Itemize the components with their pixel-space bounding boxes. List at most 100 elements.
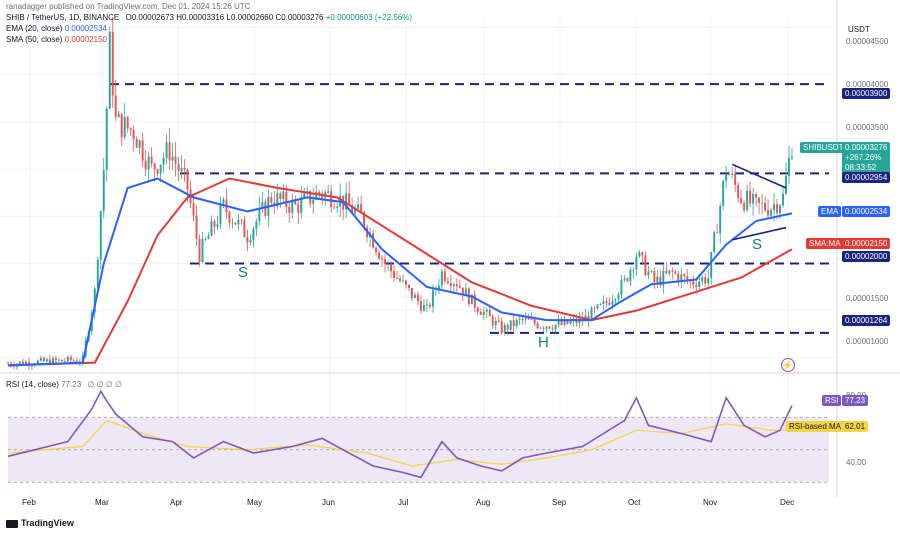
candle-body — [291, 200, 294, 213]
candle-body — [701, 277, 704, 282]
candle-body — [452, 284, 455, 287]
candle-body — [590, 307, 593, 321]
price-tick: 0.00001000 — [846, 337, 889, 346]
symbol-title[interactable]: SHIB / TetherUS, 1D, BINANCE — [6, 13, 120, 22]
close-value: 0.00003276 — [281, 13, 324, 22]
candle-body — [198, 238, 201, 262]
low-value: 0.00002660 — [230, 13, 274, 22]
candle-body — [297, 204, 300, 214]
level-badge-2954: 0.00002954 — [842, 172, 891, 183]
time-axis-label: Jun — [322, 498, 335, 507]
candle-body — [515, 319, 518, 327]
candle-body — [120, 113, 123, 138]
candle-body — [102, 170, 105, 212]
candle-body — [605, 301, 608, 303]
candle-body — [351, 205, 354, 214]
candle-body — [312, 199, 315, 204]
candle-body — [204, 238, 207, 240]
candle-body — [488, 309, 491, 317]
candle-body — [114, 95, 117, 118]
candle-body — [542, 327, 545, 329]
candle-body — [69, 356, 72, 361]
candle-body — [279, 193, 282, 199]
tradingview-logo[interactable]: TradingView — [6, 518, 74, 528]
candle-body — [249, 239, 252, 243]
candle-body — [422, 304, 425, 311]
candle-body — [19, 361, 21, 364]
candle-body — [674, 271, 677, 274]
candle-body — [533, 319, 536, 324]
candle-body — [138, 140, 141, 148]
candle-body — [782, 193, 784, 206]
head-label: H — [538, 334, 549, 351]
candle-body — [372, 233, 375, 248]
sma-badge-label: SMA:MA — [806, 238, 844, 249]
currency-label[interactable]: USDT — [848, 25, 870, 34]
candle-body — [491, 316, 494, 326]
candle-body — [255, 221, 258, 229]
tradingview-logo-icon — [6, 519, 18, 528]
time-axis-label: Aug — [476, 498, 491, 507]
candle-body — [440, 271, 443, 286]
candle-body — [509, 320, 512, 330]
candle-body — [776, 204, 779, 214]
candle-body — [713, 232, 716, 253]
candle-body — [237, 219, 240, 225]
candle-body — [593, 307, 596, 309]
ema-legend[interactable]: EMA (20, close) 0.00002534 — [6, 24, 107, 33]
candle-body — [153, 163, 156, 170]
candle-body — [159, 164, 162, 174]
candle-body — [485, 309, 488, 312]
candle-body — [354, 208, 357, 214]
candle-body — [147, 156, 150, 170]
candle-body — [443, 271, 446, 282]
rsi-band — [8, 416, 829, 483]
candle-body — [650, 270, 653, 272]
candle-body — [569, 321, 572, 324]
candle-body — [683, 274, 686, 277]
candle-body — [66, 356, 69, 362]
candle-body — [93, 288, 96, 313]
candle-body — [746, 190, 749, 211]
candle-body — [725, 174, 728, 182]
sma-legend[interactable]: SMA (50, close) 0.00002150 — [6, 35, 107, 44]
candle-body — [111, 31, 114, 96]
candle-body — [641, 252, 644, 256]
candle-body — [405, 280, 407, 285]
candle-body — [363, 212, 366, 228]
candle-body — [231, 222, 234, 224]
candle-body — [539, 327, 542, 329]
candle-body — [51, 358, 54, 365]
level-badge-3900: 0.00003900 — [842, 88, 891, 99]
rsi-legend-value: 77.23 — [61, 380, 82, 389]
candle-body — [557, 320, 560, 325]
candle-body — [39, 357, 42, 361]
candle-body — [476, 307, 479, 312]
candle-body — [503, 324, 506, 334]
candle-body — [497, 320, 500, 322]
candle-body — [285, 191, 288, 207]
candle-body — [446, 281, 449, 284]
time-axis-label: Mar — [95, 498, 109, 507]
candle-body — [207, 235, 210, 239]
candle-body — [599, 304, 602, 305]
lightning-icon[interactable]: ⚡ — [781, 358, 795, 372]
candle-body — [216, 224, 219, 227]
candle-body — [108, 31, 111, 109]
candle-body — [773, 204, 776, 211]
candle-body — [330, 191, 333, 208]
candle-body — [764, 202, 767, 211]
rsi-legend[interactable]: RSI (14, close) 77.23 ∅ ∅ ∅ ∅ — [6, 380, 122, 389]
candle-body — [473, 294, 476, 308]
candle-body — [156, 169, 159, 174]
candle-body — [620, 279, 623, 295]
high-value: 0.00003316 — [181, 13, 225, 22]
rsi-legend-extra: ∅ ∅ ∅ ∅ — [87, 380, 122, 389]
change-value: +0.00000603 (+22.56%) — [325, 13, 413, 22]
price-tick: 0.00004000 — [846, 80, 889, 89]
pennant-trendline — [731, 163, 787, 189]
candle-body — [348, 193, 351, 206]
time-axis-label: Apr — [170, 498, 183, 507]
candle-body — [171, 156, 174, 161]
candle-body — [644, 255, 647, 276]
